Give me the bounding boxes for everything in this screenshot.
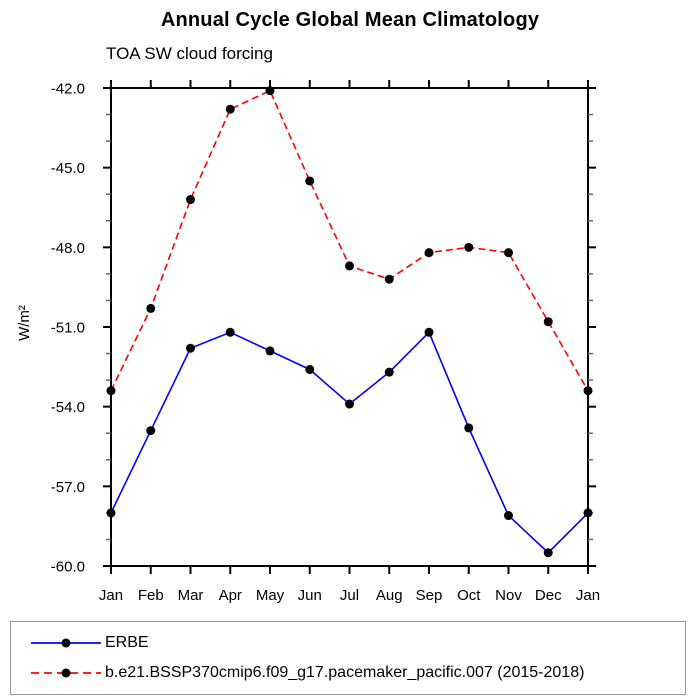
x-tick-label: Mar [178,587,204,604]
data-point-model [265,86,275,96]
legend-item-model: b.e21.BSSP370cmip6.f09_g17.pacemaker_pac… [29,660,685,686]
x-tick-label: Oct [457,587,481,604]
data-point-erbe [384,367,394,377]
marker-dot-icon [61,638,71,648]
y-tick-label: -45.0 [51,160,85,177]
data-point-erbe [464,423,474,433]
data-point-erbe [186,343,195,353]
data-point-erbe [345,399,354,409]
chart-subtitle: TOA SW cloud forcing [106,44,273,63]
y-tick-label: -60.0 [51,559,85,576]
x-tick-label: Dec [535,587,562,604]
y-tick-label: -57.0 [51,479,85,496]
legend-label-model: b.e21.BSSP370cmip6.f09_g17.pacemaker_pac… [105,664,585,681]
y-tick-label: -42.0 [51,81,85,98]
data-point-model [186,195,195,205]
x-tick-label: Nov [495,587,522,604]
data-point-model [504,248,513,258]
data-point-model [543,317,553,327]
data-point-model [146,303,156,313]
x-tick-label: Jul [340,587,359,604]
data-point-erbe [265,346,275,356]
chart-plot-area: Jan Feb Mar Apr May Jun Jul Aug Sep Oct Nov Dec Jan-… [51,80,600,604]
x-tick-label: Feb [138,587,164,604]
y-tick-label: -51.0 [51,320,85,337]
data-point-model [305,176,315,186]
legend-item-erbe: ERBE [29,630,685,656]
x-tick-label: Jun [298,587,322,604]
x-tick-label: Aug [376,587,403,604]
series-line-model [110,89,589,392]
model-line-sample [31,668,101,678]
x-tick-label: Jan [576,587,600,604]
data-point-erbe [225,327,235,337]
data-point-erbe [305,364,315,374]
data-point-model [424,248,434,258]
y-tick-label: -48.0 [51,240,85,257]
legend-label-erbe: ERBE [105,634,149,651]
marker-dot-icon [61,668,71,678]
data-point-erbe [146,426,156,436]
x-tick-label: Sep [416,587,443,604]
y-tick-label: -54.0 [51,399,85,416]
data-point-erbe [543,548,553,558]
data-point-model [345,261,354,271]
data-point-erbe [583,508,593,518]
x-tick-label: May [256,587,285,604]
data-point-erbe [106,508,116,518]
data-point-model [464,242,474,252]
data-point-model [225,104,235,114]
data-point-model [384,274,394,284]
data-point-model [583,386,593,396]
chart-title: Annual Cycle Global Mean Climatology [160,9,540,31]
erbe-line-sample [31,638,101,648]
data-point-erbe [424,327,434,337]
legend: ERBE b.e21.BSSP370cmip6.f09_g17.pacemake… [10,621,686,695]
x-tick-label: Apr [219,587,242,604]
x-tick-label: Jan [99,587,123,604]
data-point-erbe [504,511,513,521]
series-line-erbe [110,330,589,554]
data-point-model [106,386,116,396]
